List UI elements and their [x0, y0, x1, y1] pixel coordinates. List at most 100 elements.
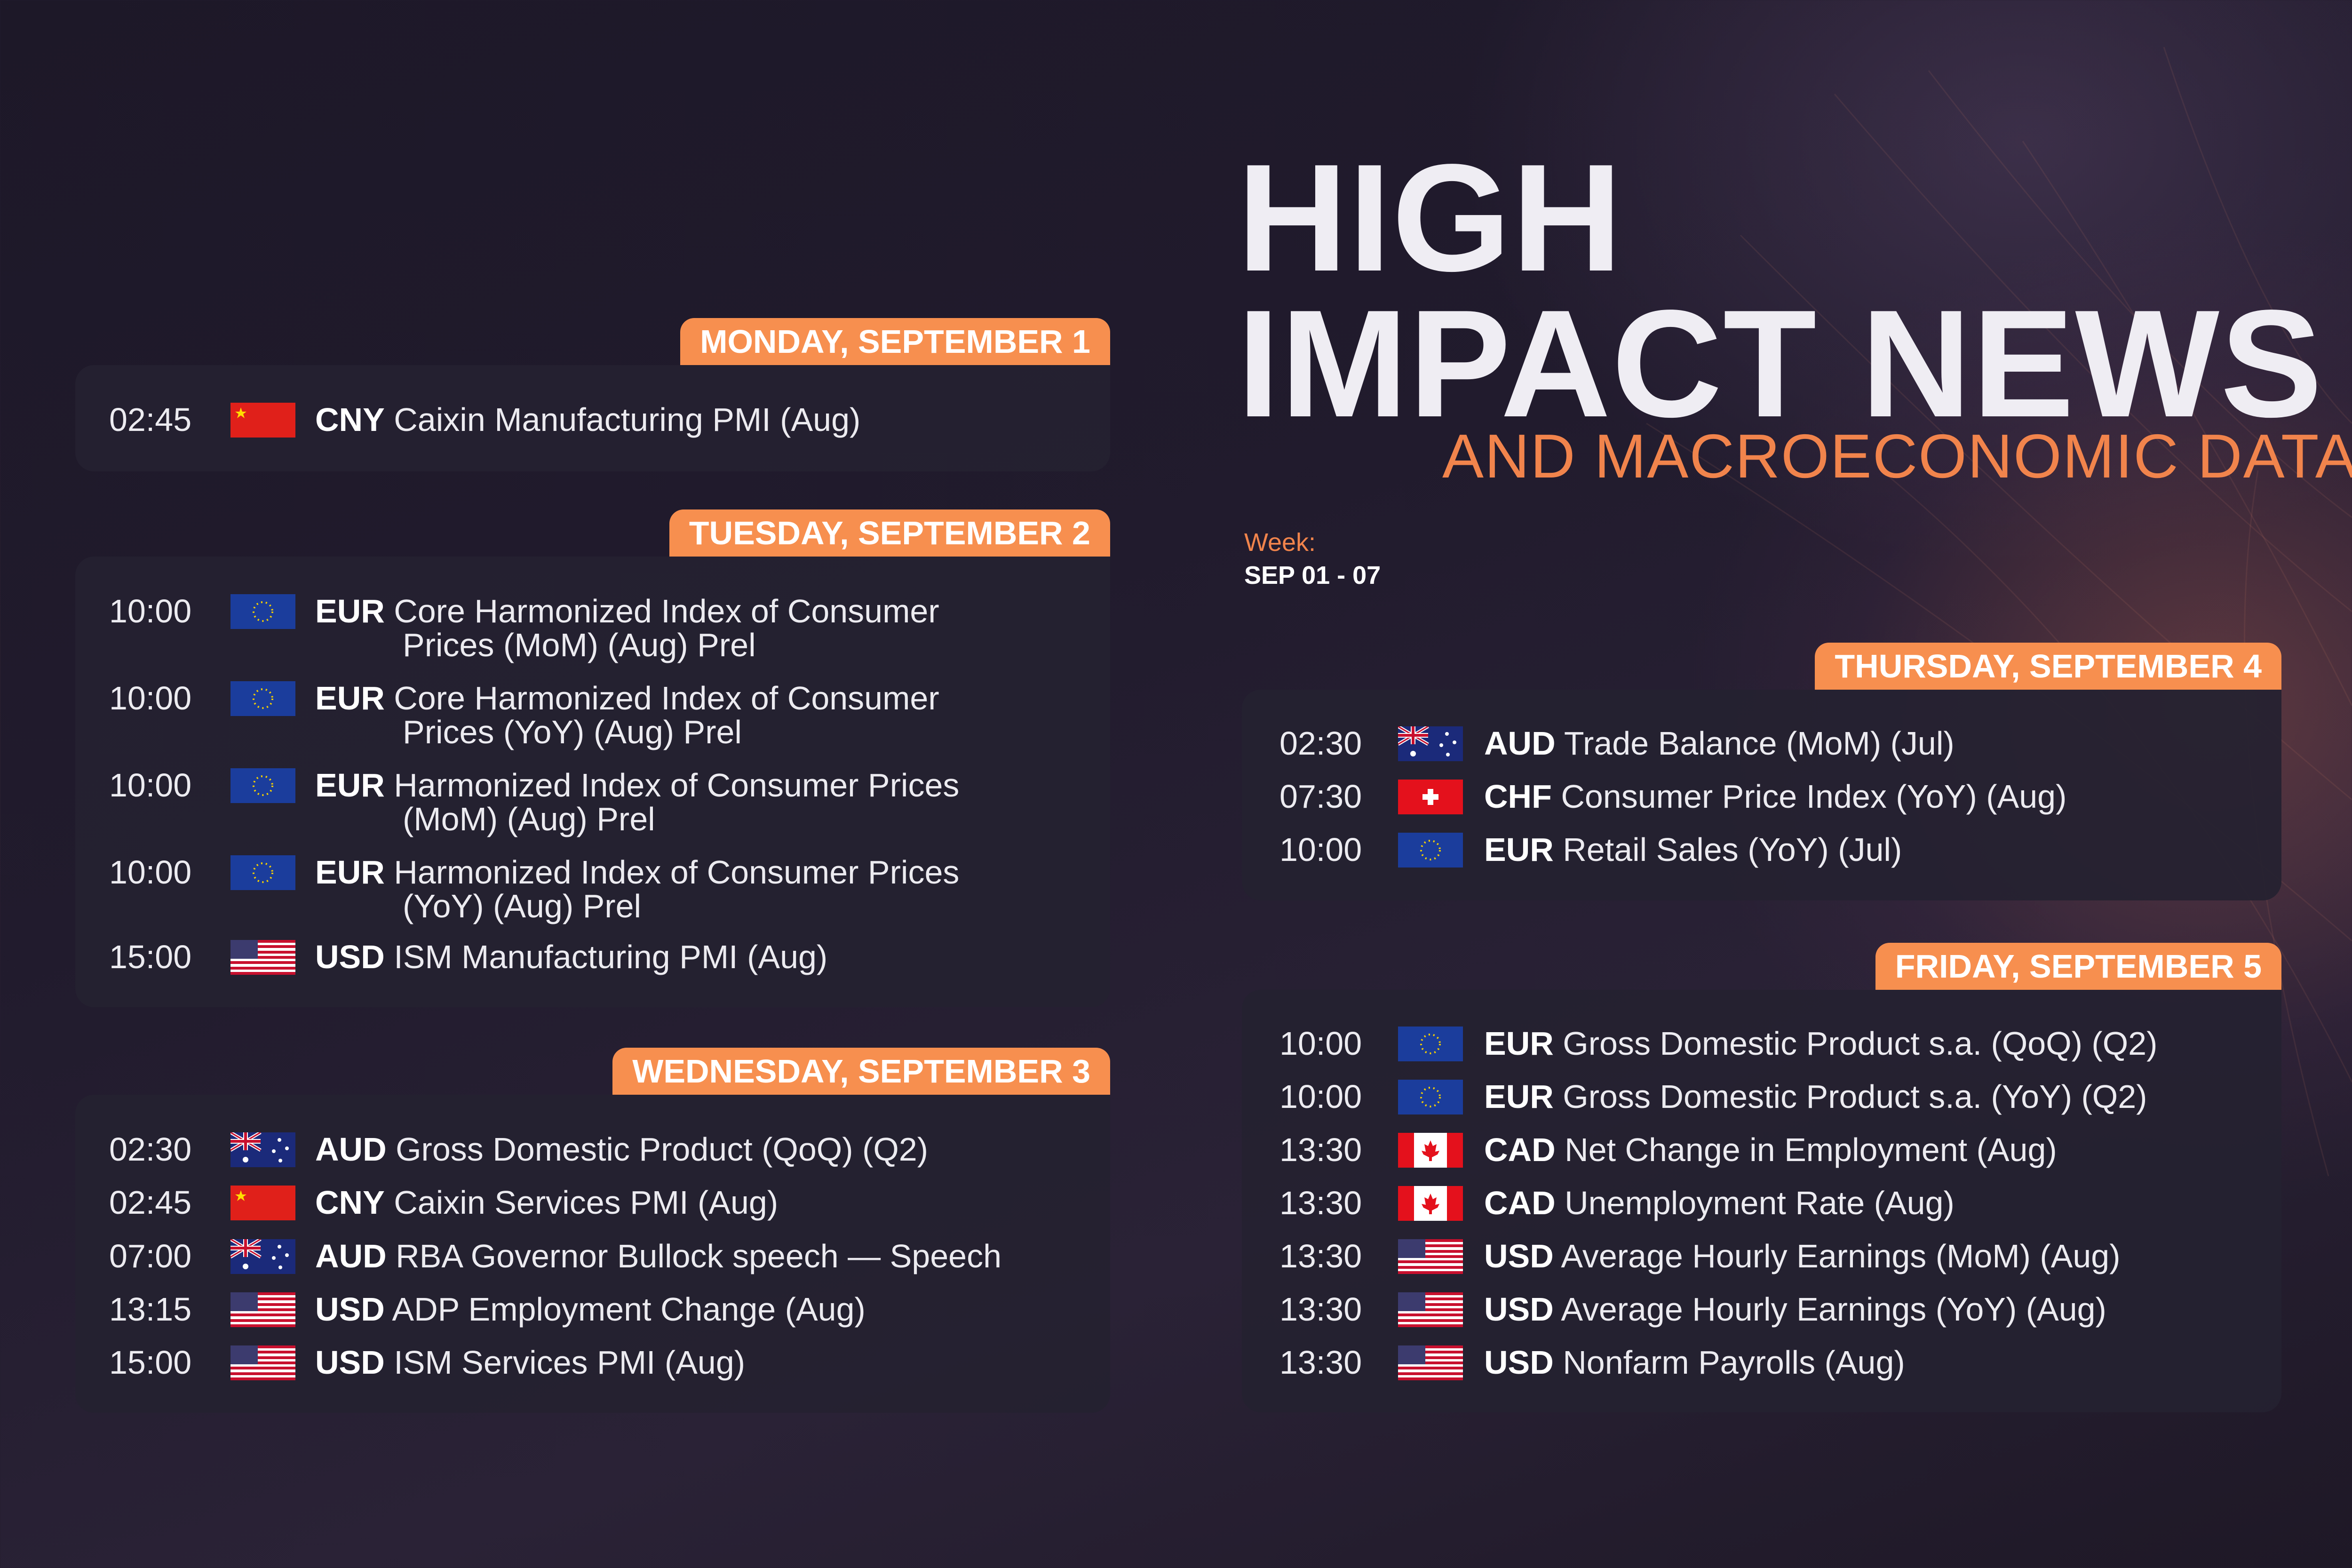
eu-flag-icon	[230, 681, 295, 716]
event-title-continued: Prices (MoM) (Aug) Prel	[403, 627, 756, 663]
event-text: AUD Gross Domestic Product (QoQ) (Q2)	[315, 1132, 928, 1166]
currency-code: EUR	[315, 593, 385, 629]
us-flag-icon	[1398, 1292, 1463, 1327]
event-text: USD ADP Employment Change (Aug)	[315, 1292, 866, 1326]
event-title-continued: (MoM) (Aug) Prel	[403, 801, 655, 837]
currency-code: AUD	[1484, 725, 1556, 762]
currency-code: EUR	[315, 854, 385, 891]
currency-code: EUR	[315, 767, 385, 804]
event-text: EUR Core Harmonized Index of Consumer Pri…	[315, 594, 939, 662]
event-title: Gross Domestic Product s.a. (QoQ) (Q2)	[1563, 1025, 2158, 1062]
event-time: 10:00	[109, 767, 192, 804]
ca-flag-icon	[1398, 1186, 1463, 1221]
page-title-line2: IMPACT NEWS	[1237, 278, 2323, 449]
event-text: USD Nonfarm Payrolls (Aug)	[1484, 1345, 1905, 1379]
us-flag-icon	[230, 940, 295, 975]
day-tag: TUESDAY, SEPTEMBER 2	[669, 509, 1110, 557]
us-flag-icon	[230, 1292, 295, 1327]
event-text: EUR Harmonized Index of Consumer Prices(…	[315, 768, 959, 836]
currency-code: EUR	[1484, 1025, 1554, 1062]
event-text: EUR Harmonized Index of Consumer Prices(…	[315, 855, 959, 923]
day-panel-monday: MONDAY, SEPTEMBER 1 02:45 CNY Caixin Man…	[75, 318, 1110, 471]
currency-code: CAD	[1484, 1185, 1556, 1221]
au-flag-icon	[230, 1132, 295, 1167]
us-flag-icon	[1398, 1345, 1463, 1380]
day-tag: WEDNESDAY, SEPTEMBER 3	[612, 1048, 1110, 1095]
event-title: RBA Governor Bullock speech — Speech	[396, 1238, 1001, 1274]
event-title: Nonfarm Payrolls (Aug)	[1563, 1344, 1905, 1381]
event-time: 13:30	[1279, 1131, 1362, 1168]
event-title: Average Hourly Earnings (MoM) (Aug)	[1561, 1238, 2121, 1274]
event-text: EUR Gross Domestic Product s.a. (YoY) (Q…	[1484, 1080, 2147, 1114]
eu-flag-icon	[230, 768, 295, 803]
event-title-continued: (YoY) (Aug) Prel	[403, 888, 642, 924]
ch-flag-icon	[1398, 780, 1463, 814]
event-time: 10:00	[1279, 1025, 1362, 1062]
currency-code: AUD	[315, 1131, 387, 1168]
currency-code: EUR	[315, 680, 385, 716]
event-time: 15:00	[109, 939, 192, 975]
currency-code: USD	[315, 1344, 385, 1381]
day-tag: MONDAY, SEPTEMBER 1	[680, 318, 1110, 365]
au-flag-icon	[1398, 726, 1463, 761]
event-time: 07:00	[109, 1238, 192, 1274]
event-title-continued: Prices (YoY) (Aug) Prel	[403, 714, 742, 750]
ca-flag-icon	[1398, 1133, 1463, 1168]
event-time: 02:45	[109, 401, 192, 438]
event-time: 02:45	[109, 1184, 192, 1221]
event-time: 02:30	[109, 1131, 192, 1168]
event-text: USD Average Hourly Earnings (YoY) (Aug)	[1484, 1292, 2106, 1326]
cn-flag-icon	[230, 403, 295, 438]
event-text: CNY Caixin Services PMI (Aug)	[315, 1186, 778, 1219]
event-text: EUR Gross Domestic Product s.a. (QoQ) (Q…	[1484, 1027, 2157, 1060]
eu-flag-icon	[1398, 1027, 1463, 1061]
currency-code: CHF	[1484, 778, 1552, 815]
event-text: CHF Consumer Price Index (YoY) (Aug)	[1484, 780, 2066, 813]
event-time: 13:30	[1279, 1344, 1362, 1381]
event-text: CAD Net Change in Employment (Aug)	[1484, 1133, 2057, 1167]
currency-code: CNY	[315, 401, 385, 438]
page-title-line1: HIGH	[1237, 132, 1623, 303]
event-time: 13:30	[1279, 1238, 1362, 1274]
event-time: 10:00	[109, 854, 192, 891]
event-title: ISM Services PMI (Aug)	[394, 1344, 746, 1381]
currency-code: USD	[315, 1291, 385, 1328]
event-time: 10:00	[109, 593, 192, 629]
week-label: Week:	[1244, 528, 1316, 557]
event-title: Average Hourly Earnings (YoY) (Aug)	[1561, 1291, 2106, 1328]
currency-code: USD	[1484, 1238, 1554, 1274]
event-title: Core Harmonized Index of Consumer	[394, 680, 939, 716]
eu-flag-icon	[230, 855, 295, 890]
event-text: AUD RBA Governor Bullock speech — Speech	[315, 1239, 1001, 1273]
au-flag-icon	[230, 1239, 295, 1274]
event-time: 13:30	[1279, 1185, 1362, 1221]
event-title: ADP Employment Change (Aug)	[392, 1291, 866, 1328]
day-tag: THURSDAY, SEPTEMBER 4	[1815, 643, 2281, 690]
event-time: 13:30	[1279, 1291, 1362, 1328]
event-text: USD Average Hourly Earnings (MoM) (Aug)	[1484, 1239, 2121, 1273]
event-title: Caixin Services PMI (Aug)	[394, 1184, 779, 1221]
currency-code: CAD	[1484, 1131, 1556, 1168]
event-title: Harmonized Index of Consumer Prices	[394, 854, 960, 891]
event-time: 02:30	[1279, 725, 1362, 762]
day-panel-thursday: THURSDAY, SEPTEMBER 4 02:30 AUD Trade Ba…	[1242, 643, 2281, 900]
event-time: 07:30	[1279, 778, 1362, 815]
event-text: CNY Caixin Manufacturing PMI (Aug)	[315, 403, 860, 437]
event-text: EUR Core Harmonized Index of Consumer Pri…	[315, 681, 939, 749]
event-time: 15:00	[109, 1344, 192, 1381]
event-title: Harmonized Index of Consumer Prices	[394, 767, 960, 804]
day-panel-wednesday: WEDNESDAY, SEPTEMBER 3 02:30 AUD Gross D…	[75, 1048, 1110, 1413]
event-time: 10:00	[1279, 831, 1362, 868]
eu-flag-icon	[1398, 833, 1463, 868]
eu-flag-icon	[230, 594, 295, 629]
event-title: Caixin Manufacturing PMI (Aug)	[394, 401, 861, 438]
event-title: Consumer Price Index (YoY) (Aug)	[1561, 778, 2067, 815]
currency-code: USD	[315, 939, 385, 975]
currency-code: EUR	[1484, 831, 1554, 868]
event-text: CAD Unemployment Rate (Aug)	[1484, 1186, 1955, 1220]
event-title: Trade Balance (MoM) (Jul)	[1564, 725, 1955, 762]
event-title: ISM Manufacturing PMI (Aug)	[394, 939, 828, 975]
day-panel-friday: FRIDAY, SEPTEMBER 5 10:00 EUR Gross Dome…	[1242, 943, 2281, 1412]
event-title: Unemployment Rate (Aug)	[1565, 1185, 1955, 1221]
currency-code: USD	[1484, 1344, 1554, 1381]
